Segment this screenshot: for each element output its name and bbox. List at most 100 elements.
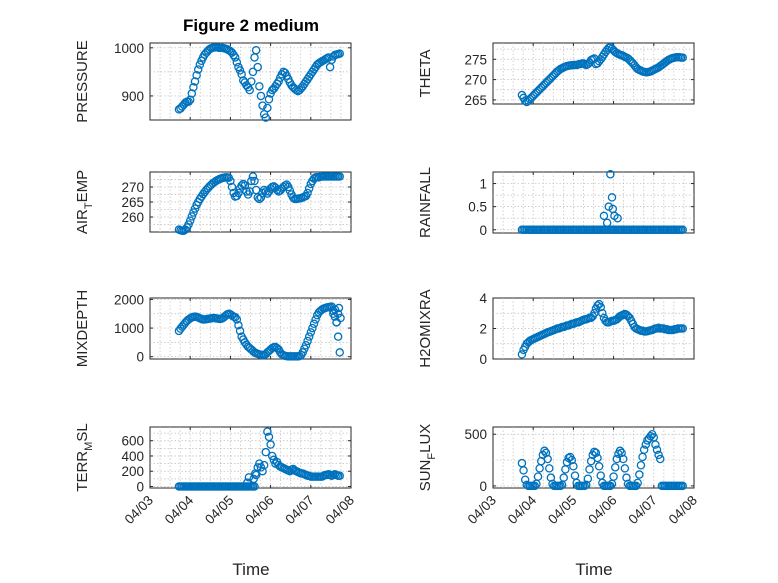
data-point xyxy=(255,459,264,468)
data-point xyxy=(234,188,243,198)
data-point xyxy=(613,213,622,223)
data-point xyxy=(248,172,258,181)
y-tick-label: 0 xyxy=(136,479,144,494)
x-tick-label: 04/05 xyxy=(545,493,580,528)
data-point xyxy=(602,218,612,228)
y-axis-label-rest: LUX xyxy=(417,424,434,453)
data-point xyxy=(253,62,262,72)
data-point xyxy=(582,480,591,490)
y-axis-label: MIXDEPTH xyxy=(74,290,91,368)
data-point xyxy=(189,83,198,92)
data-point xyxy=(530,481,540,491)
y-axis-label-subscript: F xyxy=(426,453,438,460)
data-point xyxy=(251,45,261,55)
data-point xyxy=(583,474,593,483)
y-tick-label: 270 xyxy=(121,180,144,195)
y-tick-label: 0 xyxy=(136,350,144,365)
y-tick-label: 600 xyxy=(121,434,144,449)
y-tick-label: 0 xyxy=(479,479,487,494)
data-point xyxy=(336,313,345,323)
data-point xyxy=(192,70,201,80)
subplot-sun_flux: 04/03 04/04 04/05 04/06 04/07 04/08 0 500 SUNFLU… xyxy=(417,424,700,527)
data-point xyxy=(308,323,317,333)
data-point xyxy=(519,466,528,475)
data-point xyxy=(599,211,609,221)
data-point xyxy=(264,95,274,104)
data-point xyxy=(596,302,605,312)
subplot-h2omixra: 0 2 4 H2OMIXRA xyxy=(417,289,695,368)
y-axis-label-subscript: M xyxy=(83,442,95,451)
data-point xyxy=(545,464,554,473)
data-point xyxy=(615,446,625,456)
y-tick-label: 200 xyxy=(121,464,144,479)
y-tick-label: 1 xyxy=(479,177,487,192)
x-axis-label-left: Time xyxy=(232,560,269,579)
y-tick-label: 265 xyxy=(121,195,144,210)
x-tick-label: 04/08 xyxy=(666,493,701,528)
data-point xyxy=(606,170,615,179)
data-point xyxy=(255,82,264,91)
y-tick-label: 1000 xyxy=(114,321,144,336)
data-point xyxy=(259,460,269,470)
data-point xyxy=(251,469,260,478)
data-point xyxy=(306,328,316,337)
data-point xyxy=(609,472,618,481)
data-point xyxy=(607,193,617,202)
data-point xyxy=(622,473,631,482)
data-point xyxy=(334,303,344,313)
x-tick-label: 04/03 xyxy=(122,493,157,528)
y-axis-label-main: THETA xyxy=(417,49,434,97)
data-point xyxy=(193,65,203,74)
y-tick-label: 265 xyxy=(464,93,487,108)
data-point xyxy=(274,77,283,86)
data-point xyxy=(620,464,630,473)
data-point xyxy=(617,448,626,458)
data-point xyxy=(230,312,240,322)
data-point xyxy=(678,225,687,235)
data-point xyxy=(195,60,205,69)
data-point xyxy=(245,85,254,95)
data-point xyxy=(263,103,272,113)
data-point xyxy=(533,472,543,481)
x-tick-label: 04/06 xyxy=(242,493,277,528)
data-point xyxy=(639,445,649,454)
y-tick-label: 2000 xyxy=(114,292,144,307)
data-point xyxy=(335,172,344,181)
data-point xyxy=(678,324,687,333)
data-point xyxy=(610,463,620,472)
data-point xyxy=(517,350,527,359)
x-tick-label: 04/03 xyxy=(465,493,500,528)
data-point xyxy=(541,448,551,458)
y-axis-label: SUNFLUX xyxy=(417,424,438,492)
subplot-theta: 265 270 275 THETA xyxy=(417,42,695,108)
data-point xyxy=(598,308,607,318)
data-point xyxy=(633,478,642,488)
y-tick-label: 0 xyxy=(479,352,487,367)
data-point xyxy=(256,193,266,202)
data-point xyxy=(546,473,556,482)
data-point xyxy=(655,454,665,464)
y-axis-label-main: AIR xyxy=(74,209,91,234)
data-point xyxy=(594,462,604,471)
data-point xyxy=(333,309,343,319)
y-axis-label-subscript: T xyxy=(83,202,95,209)
x-tick-label: 04/07 xyxy=(625,493,660,528)
y-axis-label-main: SUN xyxy=(417,460,434,492)
x-axis-label-right: Time xyxy=(575,560,612,579)
y-axis-label-main: MIXDEPTH xyxy=(74,290,91,368)
data-point xyxy=(618,454,628,464)
data-point xyxy=(606,481,615,491)
data-point xyxy=(247,77,256,86)
data-point xyxy=(232,315,242,324)
subplot-rainfall: 0 0.5 1 RAINFALL xyxy=(417,167,695,238)
data-point xyxy=(335,49,344,58)
data-point xyxy=(593,453,602,463)
data-point xyxy=(678,481,687,491)
y-axis-label-main: PRESSURE xyxy=(74,40,91,123)
data-point xyxy=(567,455,577,465)
data-point xyxy=(247,176,256,186)
data-point xyxy=(636,461,646,470)
data-point xyxy=(556,481,565,491)
y-axis-label-rest: SL xyxy=(74,423,91,441)
